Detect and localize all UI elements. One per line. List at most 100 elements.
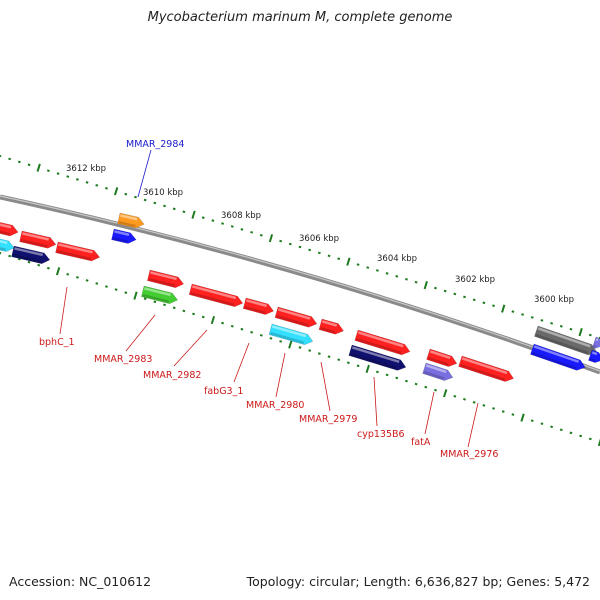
inner-minor-tick bbox=[105, 285, 108, 288]
gene-arrow-body bbox=[268, 323, 314, 346]
gene-arrow-highlight bbox=[150, 271, 177, 281]
inner-minor-tick bbox=[550, 425, 554, 429]
gene-arrow[interactable] bbox=[530, 343, 587, 373]
inner-minor-tick bbox=[317, 352, 321, 355]
outer-minor-tick bbox=[521, 313, 525, 316]
leader-line bbox=[59, 286, 68, 335]
accession-text: Accession: NC_010612 bbox=[9, 574, 152, 589]
gene-arrow-body bbox=[348, 344, 407, 371]
gene-arrow[interactable] bbox=[422, 362, 455, 383]
gene-arrow-body bbox=[422, 362, 454, 381]
gene-arrow-body bbox=[188, 283, 244, 308]
gene-arrow[interactable] bbox=[55, 241, 101, 263]
gene-arrow[interactable] bbox=[534, 325, 598, 357]
inner-minor-tick bbox=[375, 370, 379, 374]
gene-arrow[interactable] bbox=[19, 230, 58, 250]
gene-arrow[interactable] bbox=[426, 348, 459, 369]
gene-label[interactable]: MMAR_2980 bbox=[246, 400, 304, 411]
gene-label[interactable]: MMAR_2984 bbox=[126, 139, 184, 150]
gene-label[interactable]: MMAR_2982 bbox=[143, 370, 201, 381]
gene-label[interactable]: bphC_1 bbox=[39, 337, 75, 348]
gene-arrow-body bbox=[426, 348, 458, 367]
inner-minor-tick bbox=[37, 263, 41, 267]
inner-minor-tick bbox=[492, 407, 495, 410]
leader-line bbox=[320, 361, 331, 412]
inner-minor-tick bbox=[230, 324, 234, 328]
gene-arrow-body bbox=[117, 212, 145, 229]
gene-label[interactable]: cyp135B6 bbox=[357, 429, 405, 440]
gene-arrow[interactable] bbox=[354, 329, 412, 357]
gene-arrow-highlight bbox=[192, 285, 237, 300]
outer-minor-tick bbox=[8, 157, 12, 161]
inner-tick-ring bbox=[0, 251, 600, 447]
inner-minor-tick bbox=[259, 333, 263, 337]
leader-line bbox=[233, 342, 250, 383]
outer-minor-tick bbox=[337, 257, 341, 261]
outer-minor-tick bbox=[453, 292, 457, 296]
gene-arrow[interactable] bbox=[11, 245, 52, 265]
gene-arrow-highlight bbox=[533, 345, 580, 363]
outer-minor-tick bbox=[17, 160, 21, 164]
outer-minor-tick bbox=[124, 192, 128, 196]
inner-minor-tick bbox=[453, 394, 457, 398]
inner-minor-tick bbox=[356, 364, 360, 368]
scale-label: 3602 kbp bbox=[455, 275, 495, 285]
inner-minor-tick bbox=[569, 431, 573, 435]
gene-arrow[interactable] bbox=[268, 323, 314, 347]
inner-major-tick bbox=[288, 340, 293, 349]
gene-arrow[interactable] bbox=[592, 336, 600, 351]
inner-minor-tick bbox=[501, 410, 505, 413]
gene-arrow[interactable] bbox=[242, 297, 275, 316]
outer-major-tick bbox=[578, 328, 583, 337]
gene-arrow-shade bbox=[427, 356, 449, 366]
gene-arrow-body bbox=[19, 230, 57, 249]
gene-arrow-body bbox=[592, 336, 600, 349]
gene-labels: MMAR_2984 bphC_1 MMAR_2983 MMAR_2982fabG3_1… bbox=[39, 139, 498, 460]
gene-arrow[interactable] bbox=[348, 344, 408, 372]
gene-arrow-shade bbox=[20, 239, 48, 248]
gene-arrow-shade bbox=[320, 326, 336, 334]
gene-features bbox=[0, 212, 600, 384]
inner-minor-tick bbox=[250, 330, 254, 334]
gene-arrow[interactable] bbox=[188, 283, 244, 309]
outer-minor-tick bbox=[559, 324, 563, 328]
gene-label[interactable]: MMAR_2979 bbox=[299, 414, 357, 425]
gene-arrow[interactable] bbox=[141, 285, 179, 305]
outer-minor-tick bbox=[414, 280, 418, 284]
gene-arrow[interactable] bbox=[274, 306, 318, 329]
outer-minor-tick bbox=[27, 163, 31, 167]
gene-arrow[interactable] bbox=[147, 269, 185, 289]
outer-major-tick bbox=[36, 163, 41, 172]
gene-label[interactable]: fabG3_1 bbox=[204, 386, 243, 397]
gene-arrow[interactable] bbox=[117, 212, 146, 230]
inner-minor-tick bbox=[0, 251, 2, 255]
gene-arrow[interactable] bbox=[318, 318, 345, 336]
gene-arrow-highlight bbox=[0, 222, 12, 229]
outer-minor-tick bbox=[201, 216, 205, 219]
outer-tick-ring bbox=[0, 154, 600, 340]
gene-label[interactable]: MMAR_2976 bbox=[440, 449, 498, 460]
inner-minor-tick bbox=[463, 398, 466, 401]
gene-arrow[interactable] bbox=[111, 228, 138, 245]
outer-major-tick bbox=[191, 210, 196, 219]
inner-minor-tick bbox=[182, 309, 186, 313]
gene-label[interactable]: MMAR_2983 bbox=[94, 354, 152, 365]
gene-arrow-shade bbox=[12, 254, 42, 263]
outer-minor-tick bbox=[66, 175, 70, 178]
gene-arrow-shade bbox=[142, 294, 170, 303]
outer-minor-tick bbox=[75, 178, 79, 181]
gene-arrow-highlight bbox=[277, 308, 311, 320]
inner-major-tick bbox=[443, 389, 448, 398]
outer-minor-tick bbox=[298, 245, 302, 249]
outer-minor-tick bbox=[472, 298, 476, 302]
leader-line bbox=[275, 352, 286, 398]
gene-arrow[interactable] bbox=[0, 220, 19, 238]
gene-arrow[interactable] bbox=[458, 355, 516, 384]
scale-label: 3610 kbp bbox=[143, 188, 183, 198]
gene-label[interactable]: fatA bbox=[411, 437, 431, 448]
gene-arrow[interactable] bbox=[0, 237, 15, 253]
gene-arrow-highlight bbox=[22, 232, 50, 241]
inner-minor-tick bbox=[95, 282, 99, 285]
outer-minor-tick bbox=[105, 186, 108, 190]
outer-minor-tick bbox=[395, 275, 399, 278]
